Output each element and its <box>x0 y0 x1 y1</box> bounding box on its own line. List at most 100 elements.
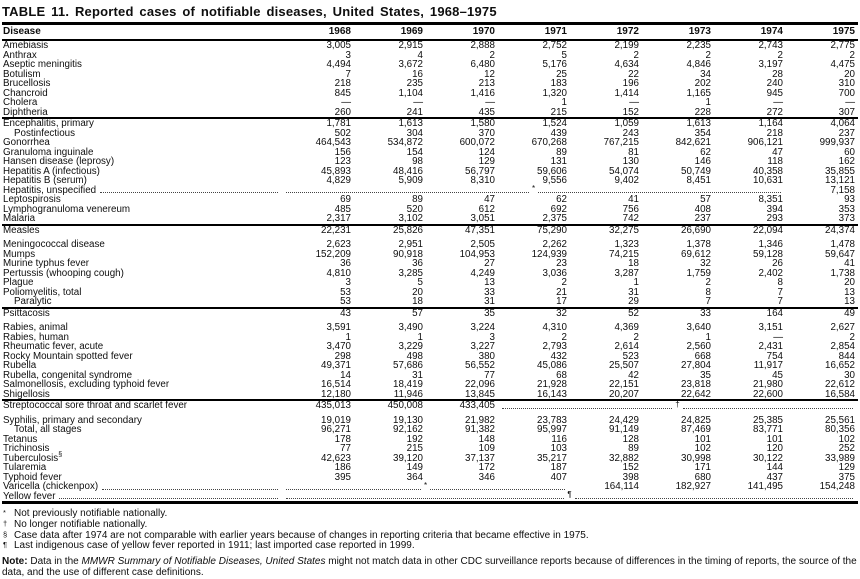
value-cell: 69 <box>340 194 351 205</box>
value-cell: 1,104 <box>398 87 423 99</box>
value-cell: 16,514 <box>321 379 351 390</box>
value-cell: 241 <box>406 106 423 118</box>
value-cell: 47 <box>772 146 783 158</box>
leader-dots <box>574 497 854 499</box>
disease-header: Disease <box>2 23 282 41</box>
value-cell: 2 <box>561 331 567 343</box>
value-cell: 57,686 <box>393 360 423 371</box>
value-cell: 40,358 <box>753 165 783 177</box>
value-cell: 1,478 <box>830 239 855 250</box>
leader-wrap: † <box>500 399 855 411</box>
disease-label-cell: Poliomyelitis, total <box>2 287 282 298</box>
value-cell: 12 <box>484 68 495 80</box>
disease-label-cell: Encephalitis, primary <box>2 117 282 129</box>
value-cell: 154,248 <box>819 481 855 492</box>
disease-label-cell: Postinfectious <box>2 128 282 139</box>
table-row: Yellow fever ¶ <box>2 491 858 503</box>
value-cell: 129 <box>478 156 495 167</box>
value-cell: — <box>485 97 495 108</box>
disease-label: Hansen disease (leprosy) <box>3 156 115 167</box>
value-cell: 33 <box>642 306 714 323</box>
disease-label: Rabies, animal <box>3 322 68 333</box>
table-row: Hansen disease (leprosy) 123 98 129 131 130 14… <box>2 157 858 167</box>
value-cell: 4,634 <box>614 59 639 70</box>
value-cell: 2,627 <box>830 322 855 333</box>
value-cell: 102 <box>694 443 711 454</box>
value-cell: 437 <box>766 471 783 483</box>
value-cell: 42 <box>628 369 639 381</box>
disease-label: Diphtheria <box>3 106 48 118</box>
disease-label: Lymphogranuloma venereum <box>3 203 131 215</box>
value-cell: 89 <box>556 146 567 158</box>
value-cell: 3,102 <box>398 213 423 224</box>
value-cell: 1,378 <box>686 239 711 250</box>
table-row: Psittacosis 43 57 35 32 52 33 164 49 <box>2 306 858 323</box>
table-group-4: Psittacosis 43 57 35 32 52 33 164 49 Rabies, anim… <box>2 306 858 401</box>
value-cell: 27,804 <box>681 360 711 371</box>
value-cell: 370 <box>478 127 495 139</box>
value-cell: 2,951 <box>398 239 423 250</box>
table-row: Aseptic meningitis 4,494 3,672 6,480 5,176 4,… <box>2 60 858 70</box>
value-cell: 3 <box>489 331 495 343</box>
disease-label: Psittacosis <box>3 307 50 319</box>
value-cell: 10,631 <box>753 175 783 186</box>
disease-label-cell: Leptospirosis <box>2 195 282 205</box>
disease-label-cell: Salmonellosis, excluding typhoid fever <box>2 380 282 390</box>
value-cell: 186 <box>334 462 351 473</box>
value-cell: 2,505 <box>470 239 495 250</box>
disease-label: Hepatitis B (serum) <box>3 175 87 186</box>
value-cell: 144 <box>766 462 783 473</box>
value-cell: 25,385 <box>753 414 783 426</box>
value-cell: 215 <box>550 106 567 118</box>
footnote-mark: † <box>675 399 680 409</box>
value-cell: 128 <box>622 433 639 445</box>
value-cell: 57 <box>700 194 711 205</box>
value-cell: 26 <box>772 258 783 269</box>
table-row: Gonorrhea 464,543 534,872 600,072 670,268 767… <box>2 138 858 148</box>
value-cell: 523 <box>622 350 639 362</box>
value-cell: 103 <box>550 443 567 454</box>
table-group-3: Measles 22,231 25,826 47,351 75,290 32,275 26,… <box>2 223 858 308</box>
value-cell: 22,231 <box>282 223 354 240</box>
footnote-mark: * <box>423 480 428 490</box>
value-cell: 33,989 <box>825 452 855 464</box>
year-header: 1968 <box>282 23 354 41</box>
table-row: Meningococcal disease 2,623 2,951 2,505 2,26… <box>2 240 858 250</box>
value-cell: 53 <box>340 286 351 298</box>
value-cell: 4,829 <box>326 175 351 186</box>
value-cell: 464,543 <box>315 137 351 148</box>
value-cell: 18 <box>628 258 639 269</box>
value-cell: 77 <box>484 369 495 381</box>
value-cell: 3,470 <box>326 341 351 352</box>
value-cell: 1 <box>705 97 711 108</box>
value-cell: 8 <box>777 277 783 288</box>
value-cell: 42,623 <box>321 452 351 464</box>
leader-wrap: * <box>284 480 567 492</box>
disease-label-cell: Tetanus <box>2 434 282 445</box>
value-cell: 25 <box>556 68 567 80</box>
disease-label-cell: Cholera <box>2 98 282 108</box>
value-cell: 16,652 <box>825 360 855 371</box>
value-cell: 237 <box>838 127 855 139</box>
value-cell: 395 <box>334 471 351 483</box>
table-row: Botulism 7 16 12 25 22 34 28 20 <box>2 68 858 80</box>
value-cell: 7 <box>345 68 351 80</box>
value-cell: 35,217 <box>537 452 567 464</box>
value-cell: 81 <box>628 146 639 158</box>
value-cell: 3,151 <box>758 322 783 333</box>
value-cell: 87,469 <box>681 424 711 435</box>
value-cell: 1 <box>345 331 351 343</box>
disease-label-cell: Hepatitis, unspecified <box>2 185 282 196</box>
value-cell: 141,495 <box>747 481 783 492</box>
value-cell: 1 <box>561 97 567 108</box>
diseases-table: Disease 1968 1969 1970 1971 1972 1973 1974 1975 … <box>2 22 858 504</box>
value-cell: 3,591 <box>326 322 351 333</box>
disease-label: Encephalitis, primary <box>3 118 94 129</box>
value-cell: 6,480 <box>470 59 495 70</box>
disease-label-cell: Chancroid <box>2 88 282 99</box>
table-row: Rabies, animal 3,591 3,490 3,224 4,310 4,369 3… <box>2 323 858 333</box>
value-cell: 612 <box>478 203 495 215</box>
disease-label-cell: Aseptic meningitis <box>2 60 282 70</box>
table-row: Streptococcal sore throat and scarlet fe… <box>2 399 858 416</box>
value-cell: 700 <box>838 87 855 99</box>
